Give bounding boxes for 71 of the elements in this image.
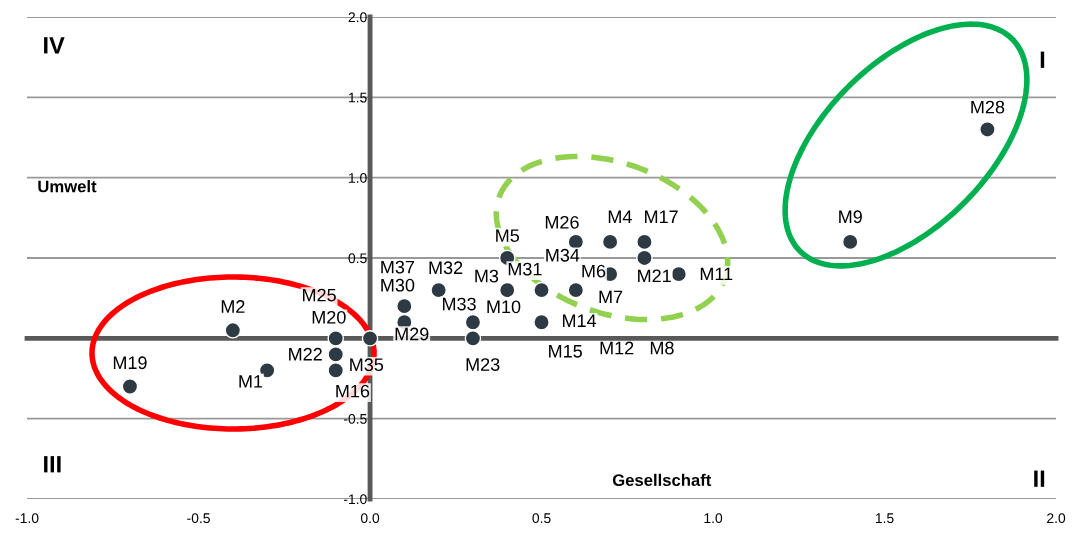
- point: [121, 378, 139, 395]
- y-tick-label: 1.0: [349, 172, 367, 183]
- point: [327, 330, 345, 347]
- annotation: M25: [303, 288, 336, 302]
- point: [498, 281, 516, 299]
- annotation: M29: [395, 327, 429, 341]
- point: [430, 281, 447, 299]
- annotation: M23: [466, 358, 500, 371]
- x-tick-label: -1.0: [15, 513, 39, 524]
- annotation: M37: [381, 260, 415, 274]
- annotation: M32: [429, 261, 463, 275]
- y-tick-label: -0.5: [343, 413, 367, 424]
- point: [464, 330, 482, 347]
- annotation: M21: [638, 269, 671, 283]
- annotation: M7: [599, 290, 623, 304]
- annotation: M11: [700, 267, 733, 281]
- annotation: M33: [442, 297, 476, 311]
- x-tick-label: 1.0: [704, 513, 723, 524]
- annotation: M20: [312, 310, 346, 324]
- annotation: M15: [549, 345, 582, 358]
- y-tick-label: 2.0: [348, 12, 367, 23]
- annotation: M31: [508, 262, 542, 276]
- annotation: M8: [650, 341, 674, 355]
- annotation: M6: [582, 264, 606, 278]
- point: [396, 297, 413, 315]
- annotation: M28: [971, 100, 1005, 114]
- y-tick-label: 1.5: [349, 92, 367, 103]
- annotation: M3: [475, 269, 499, 283]
- point: [601, 233, 619, 251]
- annotation: M1: [239, 375, 263, 388]
- point: [327, 346, 345, 363]
- y-tick-label: 0.5: [348, 253, 367, 264]
- point: [636, 233, 653, 251]
- annotation: M9: [839, 210, 862, 224]
- annotation: III: [44, 456, 61, 473]
- annotation: M30: [381, 278, 415, 292]
- annotation: M35: [350, 358, 384, 372]
- annotation: M2: [221, 300, 245, 313]
- x-tick-label: 1.5: [875, 513, 894, 524]
- x-tick-label: 0.0: [360, 513, 380, 524]
- annotation: M34: [546, 248, 580, 262]
- point: [670, 265, 688, 283]
- point: [464, 313, 482, 331]
- annotation: M16: [336, 384, 370, 398]
- annotation: M22: [289, 347, 322, 361]
- point: [533, 281, 550, 299]
- annotation: M19: [113, 356, 147, 370]
- annotation: I: [1040, 51, 1045, 68]
- annotation: II: [1034, 470, 1045, 487]
- point: [533, 313, 550, 331]
- y-tick-label: -1.0: [343, 494, 367, 505]
- x-tick-label: -0.5: [187, 513, 210, 524]
- point: [841, 233, 859, 251]
- annotation: IV: [44, 37, 65, 54]
- annotation: M12: [600, 341, 634, 355]
- point: [224, 321, 242, 339]
- x-tick-label: 0.5: [532, 513, 551, 524]
- point: [361, 330, 379, 347]
- annotation: M4: [608, 210, 632, 223]
- annotation: M5: [496, 229, 520, 242]
- x-axis-title: Gesellschaft: [612, 473, 712, 487]
- annotation: M17: [645, 210, 678, 223]
- x-tick-label: 2.0: [1047, 513, 1066, 524]
- point: [567, 281, 585, 299]
- annotation: M14: [562, 314, 597, 327]
- point: [636, 249, 653, 267]
- y-axis-title: Umwelt: [38, 180, 97, 193]
- annotation: M26: [545, 215, 579, 229]
- annotation: M10: [487, 300, 521, 314]
- point: [327, 362, 345, 379]
- point: [979, 121, 996, 138]
